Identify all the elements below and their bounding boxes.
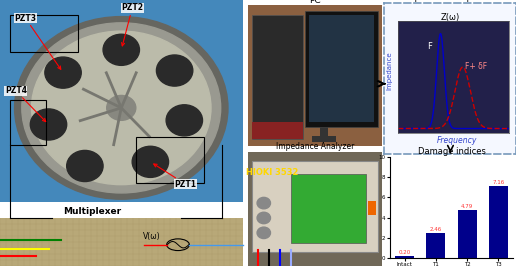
Circle shape: [257, 197, 270, 209]
Bar: [252, 15, 303, 139]
Text: PZT2: PZT2: [121, 3, 143, 46]
Bar: [395, 256, 414, 258]
Circle shape: [31, 31, 211, 185]
Circle shape: [103, 34, 139, 65]
Bar: [10, 15, 77, 52]
Bar: [458, 210, 476, 258]
Circle shape: [45, 57, 81, 88]
Bar: [252, 161, 378, 252]
Text: Impedance: Impedance: [386, 52, 393, 90]
Text: PZT1: PZT1: [154, 164, 197, 189]
Bar: [320, 124, 328, 141]
Text: 2.46: 2.46: [430, 227, 442, 232]
Bar: [310, 15, 374, 122]
Title: Damage indices: Damage indices: [417, 147, 486, 156]
Text: Z(ω): Z(ω): [441, 13, 460, 22]
Circle shape: [30, 109, 67, 140]
Text: Frequency: Frequency: [437, 136, 477, 145]
Text: 0.20: 0.20: [398, 250, 411, 255]
Bar: [305, 11, 378, 127]
Circle shape: [257, 212, 270, 224]
Bar: [368, 201, 377, 214]
Text: V(ω): V(ω): [143, 232, 161, 241]
Bar: [291, 174, 366, 243]
Circle shape: [67, 151, 103, 181]
Bar: [252, 122, 303, 139]
Bar: [427, 233, 445, 258]
Bar: [312, 136, 336, 142]
Bar: [10, 99, 46, 145]
Text: PZT3: PZT3: [14, 14, 61, 69]
Circle shape: [22, 23, 221, 193]
Text: 7.16: 7.16: [492, 180, 505, 185]
Circle shape: [156, 55, 193, 86]
Circle shape: [257, 227, 270, 239]
Circle shape: [14, 16, 228, 199]
Text: F+ δF: F+ δF: [465, 62, 487, 71]
Bar: [489, 186, 508, 258]
Text: PZT4: PZT4: [5, 86, 46, 122]
Circle shape: [166, 105, 202, 136]
Text: HIOKI 3532: HIOKI 3532: [246, 168, 298, 177]
Text: 4.79: 4.79: [461, 204, 473, 209]
Title: Impedance Analyzer: Impedance Analyzer: [276, 142, 354, 151]
Text: F: F: [427, 42, 432, 51]
Circle shape: [132, 146, 169, 177]
Title: PC: PC: [309, 0, 320, 5]
Bar: [136, 137, 204, 182]
Text: Multiplexer: Multiplexer: [63, 207, 121, 216]
Title: Impedance responses: Impedance responses: [404, 0, 496, 2]
Circle shape: [107, 95, 136, 120]
